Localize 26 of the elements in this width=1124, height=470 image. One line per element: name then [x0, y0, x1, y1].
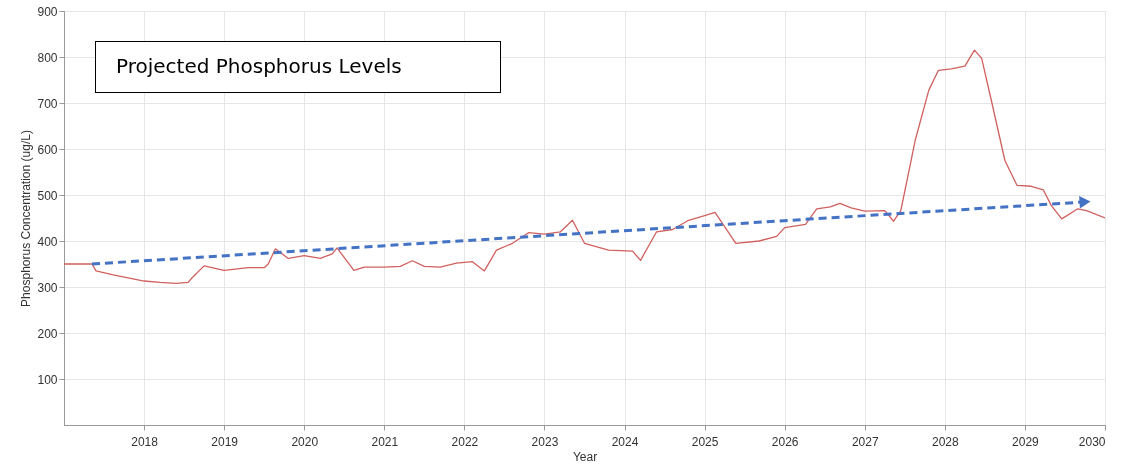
x-tick-label: 2021 — [371, 434, 399, 449]
x-tick-label: 2024 — [611, 434, 639, 449]
x-tick-label: 2020 — [291, 434, 319, 449]
title-box: Projected Phosphorus Levels — [95, 41, 501, 93]
x-tick-label: 2018 — [131, 434, 159, 449]
x-tick-label: 2022 — [451, 434, 479, 449]
x-tick-label: 2019 — [211, 434, 239, 449]
y-tick-label: 300 — [37, 280, 58, 295]
line-series — [64, 49, 1105, 284]
x-tick-label: 2027 — [851, 434, 879, 449]
y-tick-label: 800 — [37, 50, 58, 65]
y-tick-label: 200 — [37, 326, 58, 341]
y-tick-label: 400 — [37, 234, 58, 249]
y-tick-label: 700 — [37, 96, 58, 111]
x-tick-label: 2029 — [1012, 434, 1040, 449]
x-tick-label: 2025 — [691, 434, 719, 449]
x-tick-label: 2030 — [1078, 434, 1106, 449]
y-axis-title: Phosphorus Concentration (ug/L) — [19, 130, 34, 307]
x-axis-title: Year — [572, 449, 598, 464]
y-tick-label: 500 — [37, 188, 58, 203]
y-tick-label: 600 — [37, 142, 58, 157]
x-tick-label: 2023 — [531, 434, 559, 449]
y-tick-label: 900 — [37, 4, 58, 19]
x-tick-label: 2026 — [771, 434, 799, 449]
x-tick-label: 2028 — [931, 434, 960, 449]
y-tick-label: 100 — [37, 372, 58, 387]
